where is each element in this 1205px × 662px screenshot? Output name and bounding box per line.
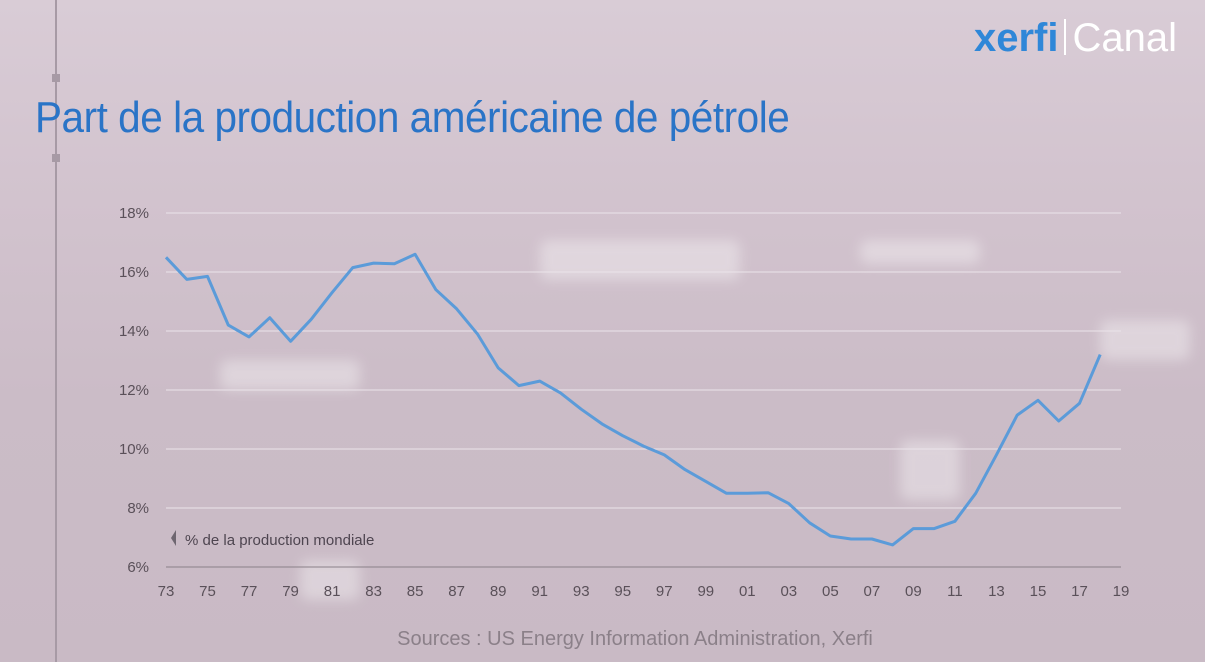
background-shape [900, 440, 960, 500]
x-tick-label: 01 [739, 583, 756, 600]
chart-grid [166, 212, 1121, 568]
y-tick-label: 10% [119, 441, 149, 458]
x-tick-label: 09 [905, 583, 922, 600]
x-tick-label: 05 [822, 583, 839, 600]
chart-series [164, 252, 1102, 547]
x-tick-label: 81 [324, 583, 341, 600]
x-tick-label: 85 [407, 583, 424, 600]
x-tick-label: 13 [988, 583, 1005, 600]
brand-name-bold: xerfi [973, 16, 1059, 60]
y-tick-label: 14% [119, 323, 149, 340]
left-rule [55, 0, 57, 662]
x-tick-label: 15 [1030, 583, 1047, 600]
unit-marker-icon [171, 530, 176, 546]
y-tick-label: 12% [119, 382, 149, 399]
page-title: Part de la production américaine de pétr… [35, 93, 790, 142]
x-tick-label: 11 [947, 583, 963, 600]
background-shape [1100, 320, 1190, 360]
y-axis-ticks: 18% 16% 14% 12% 10% 8% 6% [119, 205, 149, 576]
x-tick-label: 95 [614, 583, 631, 600]
y-tick-label: 6% [127, 559, 149, 576]
x-tick-label: 83 [365, 583, 382, 600]
y-tick-label: 16% [119, 264, 149, 281]
y-tick-label: 18% [119, 205, 149, 222]
x-tick-label: 79 [282, 583, 299, 600]
x-tick-label: 75 [199, 583, 216, 600]
background-shape [860, 240, 980, 264]
rule-marker [52, 74, 60, 82]
x-tick-label: 73 [158, 583, 175, 600]
series-line [164, 252, 1102, 547]
brand-logo: xerfi Canal [974, 14, 1177, 62]
x-tick-label: 93 [573, 583, 590, 600]
x-tick-label: 77 [241, 583, 258, 600]
brand-separator [1064, 19, 1067, 55]
x-axis-ticks: 73 75 77 79 81 83 85 87 89 91 93 95 97 99 01 03 05 07 09 11… [158, 583, 1130, 600]
x-tick-label: 89 [490, 583, 507, 600]
background-shape [540, 240, 740, 280]
x-tick-label: 91 [531, 583, 548, 600]
source-note: Sources : US Energy Information Administ… [397, 628, 873, 650]
x-tick-label: 87 [448, 583, 465, 600]
brand-name-light: Canal [1072, 16, 1177, 60]
x-tick-label: 97 [656, 583, 673, 600]
y-tick-label: 8% [127, 500, 149, 517]
rule-marker [52, 154, 60, 162]
x-tick-label: 19 [1113, 583, 1130, 600]
y-axis-label: % de la production mondiale [185, 532, 375, 549]
x-tick-label: 17 [1071, 583, 1088, 600]
background-shape [220, 360, 360, 390]
x-tick-label: 03 [780, 583, 797, 600]
x-tick-label: 07 [864, 583, 881, 600]
x-tick-label: 99 [697, 583, 714, 600]
